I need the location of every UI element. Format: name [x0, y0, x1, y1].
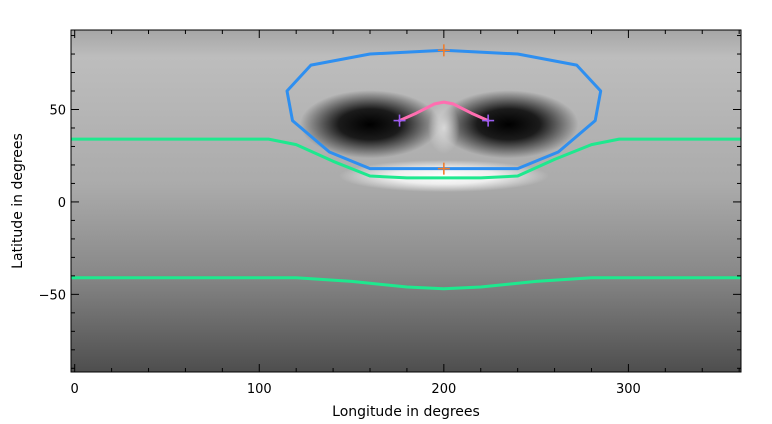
axis-ticks [71, 30, 741, 372]
x-tick-label: 0 [71, 382, 79, 397]
series-line-3 [71, 276, 741, 291]
plus-marker-1 [437, 44, 450, 57]
heatmap-light-core [427, 101, 460, 154]
x-tick-label: 100 [247, 382, 272, 397]
series-line-2 [71, 137, 741, 180]
series-line-4 [398, 100, 490, 123]
plus-marker-3 [393, 114, 406, 127]
axis-tick-labels: 0 100 200 300 −50 0 50 [39, 103, 641, 397]
y-tick-label: 50 [49, 103, 66, 118]
heatmap-dark-blob [438, 90, 579, 159]
x-tick-label: 200 [431, 382, 456, 397]
x-axis-title: Longitude in degrees [332, 404, 480, 420]
plot-area [71, 30, 741, 372]
y-tick-label: 0 [58, 196, 66, 211]
y-axis-title: Latitude in degrees [10, 133, 26, 269]
x-tick-label: 300 [616, 382, 641, 397]
plus-marker-4 [482, 114, 495, 127]
y-tick-label: −50 [39, 288, 66, 303]
plot-border [70, 29, 742, 373]
heatmap-dark-blob [300, 90, 441, 159]
plus-marker-2 [437, 162, 450, 175]
heatmap-background [71, 30, 741, 372]
axes-frame [70, 29, 742, 373]
